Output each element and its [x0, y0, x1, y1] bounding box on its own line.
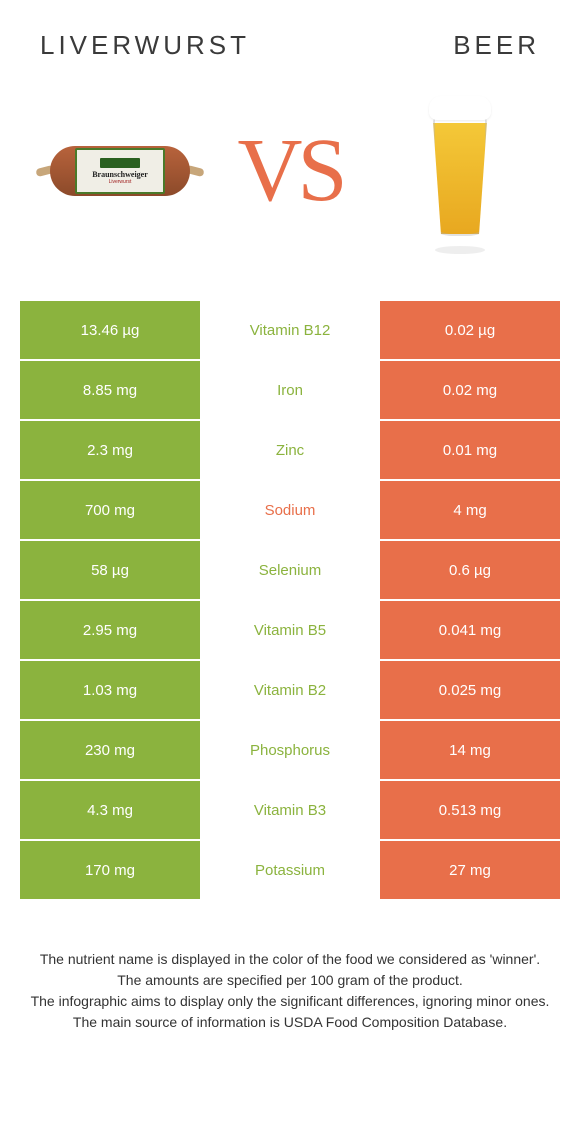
- footer-line: The nutrient name is displayed in the co…: [30, 949, 550, 970]
- footer-line: The infographic aims to display only the…: [30, 991, 550, 1012]
- cell-nutrient-name: Vitamin B5: [200, 601, 380, 659]
- cell-nutrient-name: Selenium: [200, 541, 380, 599]
- table-row: 170 mgPotassium27 mg: [20, 841, 560, 899]
- cell-right-value: 0.025 mg: [380, 661, 560, 719]
- beer-image: [370, 91, 550, 251]
- cell-right-value: 0.513 mg: [380, 781, 560, 839]
- cell-left-value: 2.95 mg: [20, 601, 200, 659]
- vs-label: VS: [237, 126, 342, 216]
- cell-right-value: 0.041 mg: [380, 601, 560, 659]
- cell-left-value: 700 mg: [20, 481, 200, 539]
- cell-left-value: 58 µg: [20, 541, 200, 599]
- footer-line: The main source of information is USDA F…: [30, 1012, 550, 1033]
- liverwurst-image: Braunschweiger Liverwurst: [30, 91, 210, 251]
- cell-right-value: 0.02 µg: [380, 301, 560, 359]
- liverwurst-label-text: Braunschweiger: [92, 170, 148, 179]
- cell-nutrient-name: Zinc: [200, 421, 380, 479]
- table-row: 2.95 mgVitamin B50.041 mg: [20, 601, 560, 659]
- cell-right-value: 0.02 mg: [380, 361, 560, 419]
- cell-left-value: 1.03 mg: [20, 661, 200, 719]
- title-right: BEER: [453, 30, 540, 61]
- images-row: Braunschweiger Liverwurst VS: [20, 81, 560, 261]
- cell-left-value: 2.3 mg: [20, 421, 200, 479]
- comparison-table: 13.46 µgVitamin B120.02 µg8.85 mgIron0.0…: [20, 301, 560, 899]
- title-left: LIVERWURST: [40, 30, 250, 61]
- cell-nutrient-name: Vitamin B12: [200, 301, 380, 359]
- cell-left-value: 8.85 mg: [20, 361, 200, 419]
- liverwurst-label-sub: Liverwurst: [109, 179, 132, 185]
- cell-right-value: 27 mg: [380, 841, 560, 899]
- cell-nutrient-name: Phosphorus: [200, 721, 380, 779]
- cell-nutrient-name: Vitamin B2: [200, 661, 380, 719]
- table-row: 8.85 mgIron0.02 mg: [20, 361, 560, 419]
- table-row: 2.3 mgZinc0.01 mg: [20, 421, 560, 479]
- cell-left-value: 170 mg: [20, 841, 200, 899]
- cell-right-value: 4 mg: [380, 481, 560, 539]
- cell-left-value: 230 mg: [20, 721, 200, 779]
- table-row: 230 mgPhosphorus14 mg: [20, 721, 560, 779]
- cell-nutrient-name: Potassium: [200, 841, 380, 899]
- cell-right-value: 0.6 µg: [380, 541, 560, 599]
- cell-nutrient-name: Sodium: [200, 481, 380, 539]
- table-row: 4.3 mgVitamin B30.513 mg: [20, 781, 560, 839]
- footer-notes: The nutrient name is displayed in the co…: [20, 949, 560, 1033]
- table-row: 1.03 mgVitamin B20.025 mg: [20, 661, 560, 719]
- table-row: 700 mgSodium4 mg: [20, 481, 560, 539]
- cell-nutrient-name: Vitamin B3: [200, 781, 380, 839]
- header: LIVERWURST BEER: [20, 30, 560, 61]
- footer-line: The amounts are specified per 100 gram o…: [30, 970, 550, 991]
- table-row: 13.46 µgVitamin B120.02 µg: [20, 301, 560, 359]
- cell-nutrient-name: Iron: [200, 361, 380, 419]
- cell-right-value: 0.01 mg: [380, 421, 560, 479]
- table-row: 58 µgSelenium0.6 µg: [20, 541, 560, 599]
- cell-left-value: 4.3 mg: [20, 781, 200, 839]
- cell-right-value: 14 mg: [380, 721, 560, 779]
- cell-left-value: 13.46 µg: [20, 301, 200, 359]
